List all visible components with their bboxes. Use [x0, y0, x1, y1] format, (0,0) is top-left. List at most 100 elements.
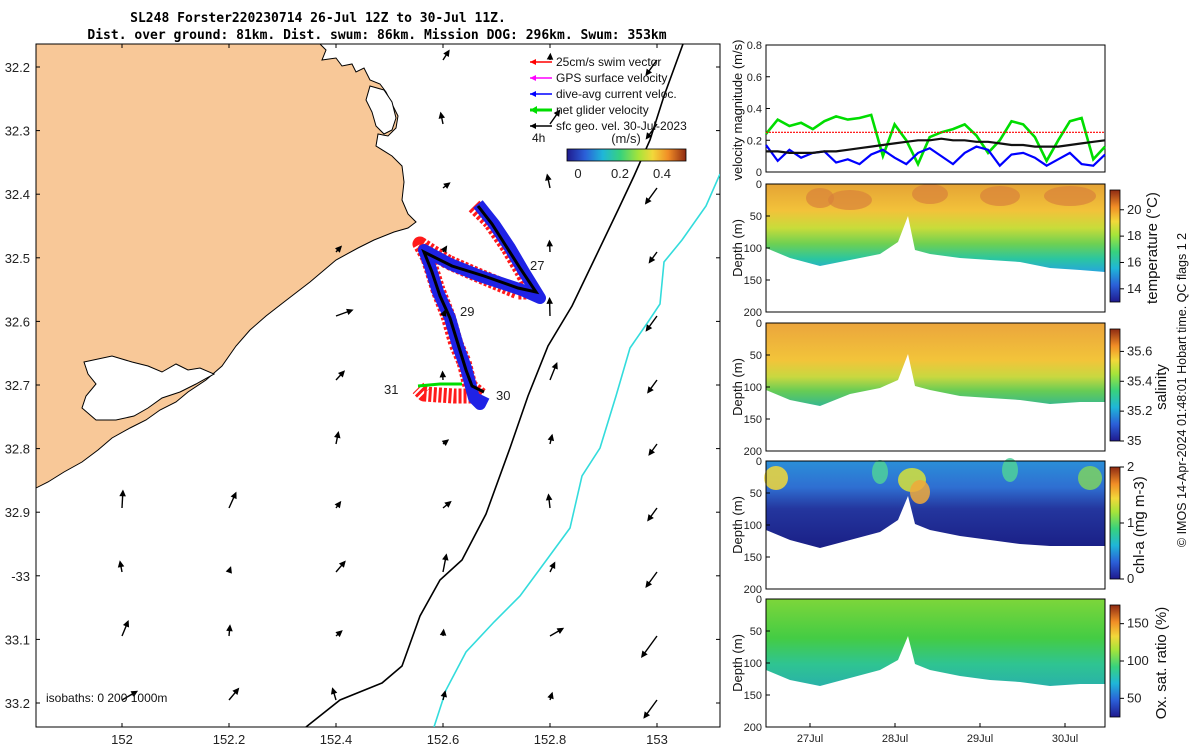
lagoon-south — [81, 355, 216, 421]
colorbar-tick-label: 16 — [1127, 254, 1141, 269]
temperature-warm-patch — [1044, 186, 1096, 206]
legend-dive-label: dive-avg current veloc. — [556, 87, 677, 101]
day-label-30: 30 — [496, 388, 510, 403]
section-xtick-label: 29Jul — [967, 733, 993, 745]
day-label-29: 29 — [460, 304, 474, 319]
colorbar-tick-label: 35.2 — [1127, 403, 1152, 418]
section-panels: Depth (m) temperature (°C) Depth (m) sal… — [730, 179, 1170, 745]
section-ytick-label: 0 — [756, 318, 762, 330]
geo-arrow-head — [441, 439, 450, 447]
geo-arrow-head — [119, 489, 126, 497]
geo-arrow-head — [553, 109, 561, 117]
legend-net-arrow — [530, 106, 537, 114]
section-ytick-label: 100 — [744, 382, 762, 394]
legend-swim-arrow — [530, 59, 536, 65]
salinity-colorbar — [1109, 328, 1121, 442]
geo-arrow-head — [330, 687, 338, 695]
day-label-31: 31 — [384, 382, 398, 397]
section-ytick-label: 150 — [744, 275, 762, 287]
section-ytick-label: 200 — [744, 446, 762, 458]
chla-high-patch — [764, 466, 788, 490]
geo-arrow-head — [439, 628, 447, 636]
section-ytick-label: 0 — [756, 456, 762, 468]
velocity-panel: 0 0.2 0.4 0.6 0.8 velocity magnitude (m/s) — [730, 40, 1106, 181]
map-ytick-label: 32.8 — [5, 442, 30, 457]
velocity-ytick-label: 0.6 — [747, 72, 762, 84]
chla-colorbar — [1109, 466, 1121, 580]
geo-arrow-head — [334, 500, 342, 509]
geo-arrow-head — [647, 514, 654, 522]
map-x-ticks: 152 152.2 152.4 152.6 152.8 153 — [111, 44, 668, 747]
section-ytick-label: 200 — [744, 722, 762, 734]
velocity-ylabel: velocity magnitude (m/s) — [730, 40, 745, 181]
geo-arrow-head — [335, 630, 343, 638]
map-xtick-label: 153 — [646, 732, 668, 747]
map-ytick-label: 32.4 — [5, 187, 30, 202]
map-ytick-label: 32.9 — [5, 505, 30, 520]
temperature-colorbar — [1109, 189, 1121, 303]
geo-arrow-head — [641, 650, 648, 658]
geo-arrow-head — [547, 691, 554, 700]
geo-arrow-head — [230, 491, 237, 500]
oxygen-ylabel: Depth (m) — [730, 634, 745, 692]
legend-geo-arrow — [530, 123, 536, 129]
velocity-ytick-label: 0.8 — [747, 40, 762, 52]
legend-dive-arrow — [530, 91, 536, 97]
temperature-warm-patch — [806, 188, 834, 208]
geo-arrow-head — [444, 500, 452, 508]
geo-arrow-head — [551, 362, 558, 370]
map-ytick-label: 32.2 — [5, 60, 30, 75]
oxygen-panel: Depth (m) Ox. sat. ratio (%) — [730, 598, 1170, 728]
geo-arrow-head — [334, 430, 341, 439]
geo-arrow-head — [648, 256, 656, 264]
colorbar-tick-label: 2 — [1127, 459, 1134, 474]
temperature-panel: Depth (m) temperature (°C) — [730, 183, 1161, 313]
colorbar-tick-label: 1 — [1127, 515, 1134, 530]
velocity-ytick-label: 0 — [756, 167, 762, 179]
geo-arrow-head — [647, 386, 654, 394]
isobath-1000m — [433, 173, 720, 727]
colorbar-tick-label: 18 — [1127, 228, 1141, 243]
geo-arrow-head — [337, 370, 346, 378]
chla-high-patch — [1078, 466, 1102, 490]
map-colorbar-title: (m/s) — [611, 131, 641, 146]
velocity-series — [764, 113, 1106, 168]
geo-arrow-head — [648, 448, 656, 456]
velocity-series-line-2 — [766, 137, 1106, 154]
map-colorbar — [566, 148, 687, 162]
temperature-warm-patch — [912, 184, 948, 204]
geo-arrow-head — [546, 297, 553, 304]
geo-arrow-head — [546, 239, 554, 247]
colorbar-tick-label: 35.4 — [1127, 373, 1152, 388]
oxygen-colorbar — [1109, 604, 1121, 718]
section-ytick-label: 100 — [744, 243, 762, 255]
geo-arrow-head — [130, 690, 139, 697]
colorbar-tick-label: 0 — [1127, 571, 1134, 586]
section-ytick-label: 50 — [750, 626, 762, 638]
geo-arrow-head — [645, 132, 653, 140]
colorbar-tick-label: 35 — [1127, 433, 1141, 448]
salinity-panel: Depth (m) salinity — [730, 322, 1170, 452]
legend-geo-label: sfc geo. vel. 30-Jul-2023 — [556, 119, 687, 133]
section-ytick-label: 100 — [744, 658, 762, 670]
section-ytick-label: 200 — [744, 584, 762, 596]
colorbar-tick-label: 20 — [1127, 202, 1141, 217]
net-glider-track — [417, 382, 462, 388]
geo-arrow-head — [225, 566, 232, 574]
map-y-ticks: 32.2 32.3 32.4 32.5 32.6 32.7 32.8 32.9 -33 33.1 3… — [5, 60, 720, 711]
map-xtick-label: 152.8 — [534, 732, 567, 747]
map-ytick-label: 33.1 — [5, 632, 30, 647]
map-xtick-label: 152.4 — [320, 732, 353, 747]
temperature-cblabel: temperature (°C) — [1144, 192, 1161, 304]
colorbar-tick-label: 35.6 — [1127, 343, 1152, 358]
colorbar-tick-label: 50 — [1127, 690, 1141, 705]
salinity-cblabel: salinity — [1153, 364, 1170, 410]
geo-arrow-head — [545, 493, 553, 501]
legend-gps-arrow — [530, 75, 536, 81]
geo-arrow-head — [117, 560, 125, 568]
map-ytick-label: -33 — [11, 569, 30, 584]
footer-credit: © IMOS 14-Apr-2024 01:48:01 Hobart time.… — [1175, 233, 1189, 547]
geo-arrow-head — [338, 560, 346, 568]
section-ytick-label: 150 — [744, 414, 762, 426]
